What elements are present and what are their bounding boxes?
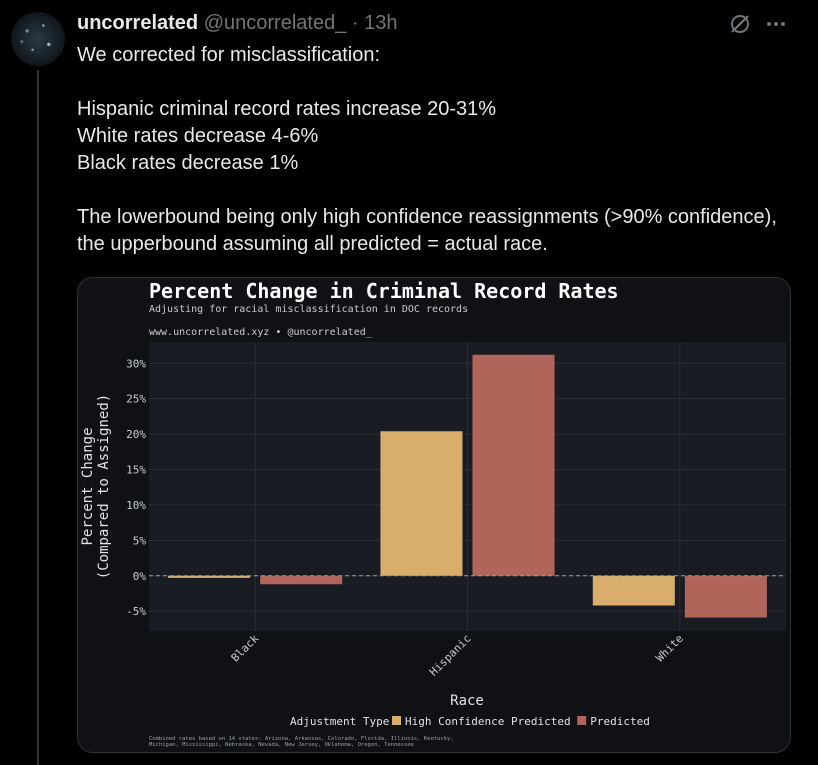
legend-swatch bbox=[577, 716, 587, 725]
y-tick-label: 25% bbox=[126, 393, 146, 406]
y-tick-label: 30% bbox=[126, 357, 146, 370]
footnote-line2: Michigan, Mississippi, Nebraska, Nevada,… bbox=[149, 742, 414, 748]
timestamp[interactable]: 13h bbox=[364, 12, 398, 34]
legend-label: High Confidence Predicted bbox=[405, 715, 571, 728]
display-name[interactable]: uncorrelated bbox=[77, 12, 199, 34]
chart-svg: Percent Change in Criminal Record Rates … bbox=[80, 279, 786, 748]
bar-white-high-confidence bbox=[592, 575, 675, 606]
y-tick-label: 15% bbox=[126, 464, 146, 477]
y-tick-label: -5% bbox=[126, 605, 146, 618]
bar-white-predicted bbox=[684, 575, 767, 618]
tweet-header: uncorrelated @uncorrelated_ · 13h bbox=[77, 12, 398, 35]
thread-line bbox=[37, 70, 39, 765]
x-tick-label: White bbox=[653, 632, 686, 665]
footnote-line1: Combined rates based on 14 states: Arizo… bbox=[149, 736, 454, 742]
chart-title: Percent Change in Criminal Record Rates bbox=[149, 279, 619, 303]
bar-hispanic-high-confidence bbox=[380, 431, 463, 576]
x-tick-label: Black bbox=[229, 632, 262, 665]
separator: · bbox=[351, 12, 359, 34]
legend: Adjustment Type High Confidence Predicted… bbox=[290, 715, 650, 728]
x-tick-label: Hispanic bbox=[427, 632, 474, 679]
bar-black-predicted bbox=[260, 575, 343, 585]
tweet-text: We corrected for misclassification: Hisp… bbox=[77, 44, 777, 255]
bar-hispanic-predicted bbox=[472, 354, 555, 576]
y-axis-label-line1: Percent Change bbox=[80, 427, 96, 545]
avatar[interactable] bbox=[11, 12, 65, 66]
chart-caption: www.uncorrelated.xyz • @uncorrelated_ bbox=[149, 327, 373, 338]
y-axis-label-line2: (Compared to Assigned) bbox=[96, 394, 112, 579]
legend-title: Adjustment Type bbox=[290, 715, 389, 728]
x-axis-label: Race bbox=[450, 693, 484, 709]
y-tick-label: 20% bbox=[126, 428, 146, 441]
grok-icon[interactable] bbox=[728, 12, 752, 36]
legend-swatch bbox=[392, 716, 401, 725]
legend-label: Predicted bbox=[590, 715, 650, 728]
y-tick-label: 5% bbox=[133, 534, 147, 547]
y-tick-label: 0% bbox=[133, 570, 147, 583]
plot-area: -5% 0% 5% 10% 15% 20% 25% 30% Black Hispanic White bbox=[126, 342, 786, 679]
chart-image[interactable]: Percent Change in Criminal Record Rates … bbox=[77, 277, 791, 753]
bar-black-high-confidence bbox=[168, 575, 251, 578]
chart-subtitle: Adjusting for racial misclassification i… bbox=[149, 304, 468, 315]
y-tick-label: 10% bbox=[126, 499, 146, 512]
more-icon[interactable] bbox=[764, 12, 788, 36]
handle[interactable]: @uncorrelated_ bbox=[203, 12, 347, 34]
